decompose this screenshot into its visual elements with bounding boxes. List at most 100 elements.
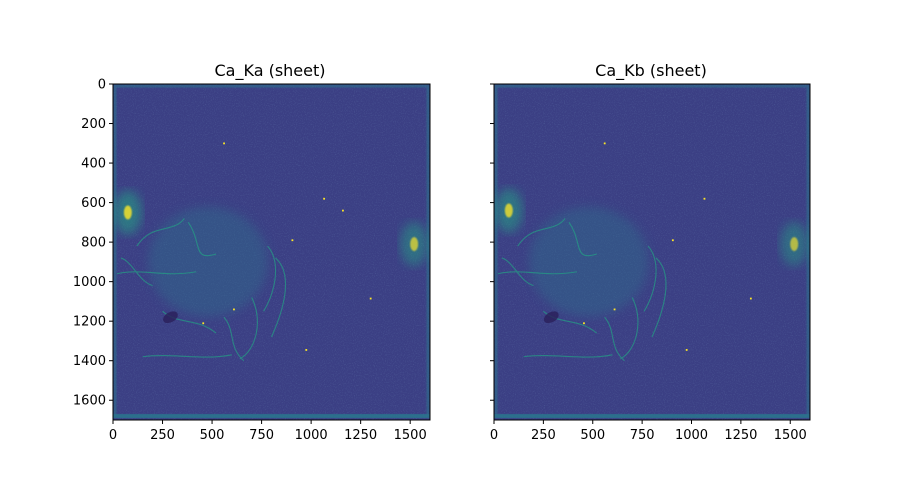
figure-stroke <box>517 218 566 247</box>
figure-stroke <box>497 271 578 275</box>
x-tick: 750 <box>630 420 655 443</box>
x-tick: 1000 <box>295 420 328 443</box>
x-tick-label: 750 <box>249 428 274 443</box>
figure-stroke <box>523 354 613 358</box>
x-tick: 1500 <box>774 420 807 443</box>
y-tick-label: 1000 <box>73 275 106 290</box>
y-tick-label: 200 <box>81 117 106 132</box>
y-tick: 0 <box>98 78 113 93</box>
figure-stroke <box>263 245 277 312</box>
chart-title: Ca_Kb (sheet) <box>595 61 707 81</box>
x-tick: 250 <box>531 420 556 443</box>
y-tick: 600 <box>81 196 113 211</box>
diffuse-glow <box>528 206 649 317</box>
diffuse-glow <box>148 206 269 317</box>
axes-frame <box>112 83 431 421</box>
y-tick: 1200 <box>73 315 113 330</box>
hotspot-core <box>504 203 513 218</box>
x-tick-label: 500 <box>200 428 225 443</box>
y-tick-label: 1400 <box>73 354 106 369</box>
x-tick-label: 250 <box>531 428 556 443</box>
bright-speck <box>749 297 752 300</box>
bright-speck <box>223 142 225 145</box>
x-tick: 750 <box>249 420 274 443</box>
bright-speck <box>305 349 308 351</box>
plot-area <box>493 83 811 421</box>
x-axis: 0 250 500 750 1000 1250 1500 <box>490 420 807 443</box>
heatmap-panel-ca-ka: Ca_Ka (sheet) 0 250 500 750 1000 1250 1500 0 20… <box>73 61 431 443</box>
hotspot-core <box>790 237 799 252</box>
y-tick: 400 <box>81 157 113 172</box>
hotspot <box>780 222 809 267</box>
y-tick: 200 <box>81 117 113 132</box>
bright-speck <box>291 239 294 242</box>
y-tick: 800 <box>81 236 113 251</box>
heatmap-image <box>494 84 810 420</box>
x-tick: 0 <box>109 420 117 443</box>
y-axis <box>490 83 494 401</box>
y-tick: 1000 <box>73 275 113 290</box>
y-tick: 1600 <box>73 394 113 409</box>
figure-stroke <box>136 218 185 247</box>
heatmap-panel-ca-kb: Ca_Kb (sheet) 0 250 500 750 1000 1250 1500 <box>490 61 811 443</box>
figure-stroke <box>120 257 153 287</box>
bright-speck <box>202 322 205 325</box>
x-tick-label: 0 <box>490 428 498 443</box>
x-tick-label: 1250 <box>344 428 377 443</box>
figure-stroke <box>187 222 217 257</box>
dark-spot <box>543 311 559 324</box>
x-tick-label: 750 <box>630 428 655 443</box>
y-tick-label: 400 <box>81 157 106 172</box>
x-tick-label: 1000 <box>295 428 328 443</box>
bright-speck <box>613 308 616 311</box>
bright-speck <box>323 197 326 200</box>
figure-stroke <box>270 257 287 338</box>
x-tick: 500 <box>200 420 225 443</box>
bright-speck <box>671 239 674 242</box>
sheet-bottom-edge <box>494 414 810 419</box>
x-tick-label: 1250 <box>724 428 757 443</box>
y-tick-label: 1600 <box>73 394 106 409</box>
figure-outline-strokes <box>116 218 287 362</box>
y-axis: 0 200 400 600 800 1000 1200 1400 1600 <box>73 78 113 409</box>
y-tick-label: 0 <box>98 78 106 93</box>
y-tick-label: 1200 <box>73 315 106 330</box>
figure-stroke <box>620 297 639 360</box>
x-tick-label: 0 <box>109 428 117 443</box>
figure-stroke <box>116 271 197 275</box>
x-tick-label: 1500 <box>774 428 807 443</box>
y-tick: 1400 <box>73 354 113 369</box>
x-tick-label: 500 <box>580 428 605 443</box>
hotspot-core <box>410 237 419 252</box>
figure-stroke <box>501 257 534 287</box>
bright-speck <box>703 197 706 200</box>
bright-speck <box>233 308 235 311</box>
figure-stroke <box>239 297 258 360</box>
bright-speck <box>603 142 606 145</box>
hotspot <box>400 222 429 267</box>
x-tick-label: 1500 <box>394 428 427 443</box>
figure-stroke <box>142 354 232 358</box>
hotspot <box>494 188 523 233</box>
heatmap-image <box>113 84 430 420</box>
x-tick: 1250 <box>344 420 377 443</box>
hotspot <box>113 190 142 235</box>
x-tick: 1250 <box>724 420 757 443</box>
x-tick-label: 1000 <box>675 428 708 443</box>
sheet-bottom-edge <box>113 414 430 419</box>
bright-speck <box>583 322 585 325</box>
x-tick: 1500 <box>394 420 427 443</box>
axes-frame <box>493 83 811 421</box>
y-tick-label: 800 <box>81 236 106 251</box>
figure-stroke <box>604 316 625 362</box>
x-axis: 0 250 500 750 1000 1250 1500 <box>109 420 427 443</box>
x-tick: 250 <box>150 420 175 443</box>
bright-speck <box>342 209 344 212</box>
bright-speck <box>369 297 372 300</box>
plot-area <box>112 83 431 421</box>
x-tick: 1000 <box>675 420 708 443</box>
figure-stroke <box>223 316 245 362</box>
chart-title: Ca_Ka (sheet) <box>215 61 326 81</box>
figure-stroke <box>568 222 597 257</box>
